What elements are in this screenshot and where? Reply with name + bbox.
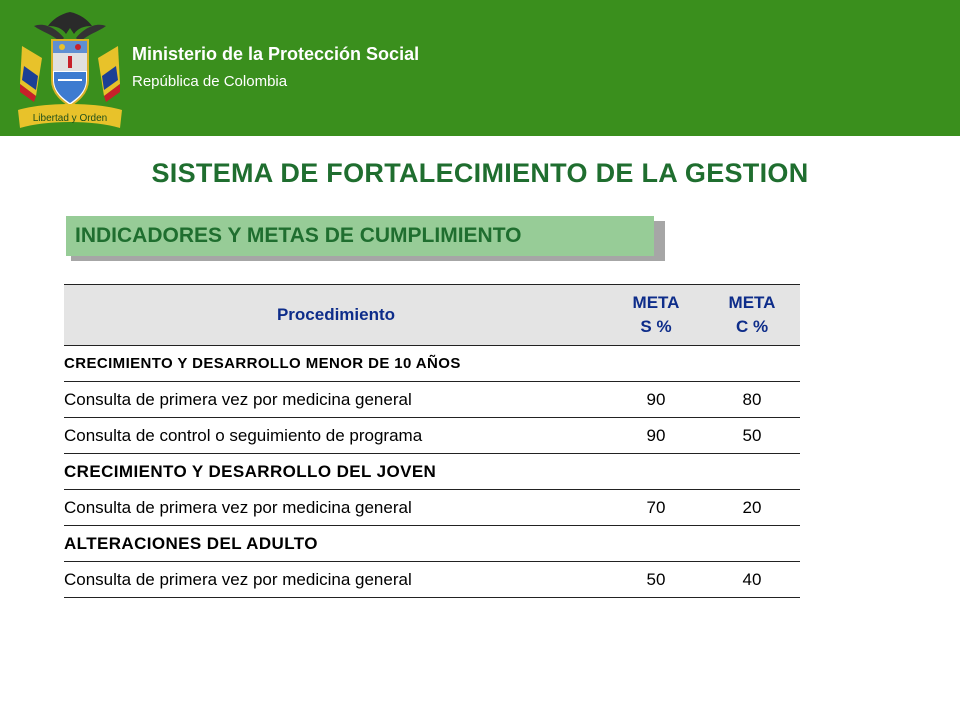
section-title: ALTERACIONES DEL ADULTO bbox=[64, 525, 800, 562]
meta-s-cell: 90 bbox=[608, 381, 704, 418]
table-row: Consulta de primera vez por medicina gen… bbox=[64, 489, 800, 526]
page-title: SISTEMA DE FORTALECIMIENTO DE LA GESTION bbox=[151, 158, 809, 188]
table-header-row: Procedimiento META S % META C % bbox=[64, 284, 800, 346]
header-meta-s: META S % bbox=[608, 284, 704, 346]
ministry-name: Ministerio de la Protección Social bbox=[132, 44, 420, 64]
table-row: Consulta de control o seguimiento de pro… bbox=[64, 417, 800, 454]
meta-s-cell: 50 bbox=[608, 561, 704, 598]
subtitle-text: INDICADORES Y METAS DE CUMPLIMIENTO bbox=[75, 224, 522, 247]
procedure-cell: Consulta de primera vez por medicina gen… bbox=[64, 561, 608, 598]
motto-text: Libertad y Orden bbox=[33, 113, 108, 124]
table-row: Consulta de primera vez por medicina gen… bbox=[64, 561, 800, 598]
header-meta-c-line1: META bbox=[728, 293, 776, 312]
procedure-cell: Consulta de primera vez por medicina gen… bbox=[64, 489, 608, 526]
header-meta-c: META C % bbox=[704, 284, 800, 346]
meta-c-cell: 20 bbox=[704, 489, 800, 526]
section-row: ALTERACIONES DEL ADULTO bbox=[64, 525, 800, 562]
meta-s-cell: 90 bbox=[608, 417, 704, 454]
header-meta-c-line2: C % bbox=[735, 317, 769, 336]
section-title: CRECIMIENTO Y DESARROLLO MENOR DE 10 AÑO… bbox=[64, 345, 800, 382]
meta-c-cell: 50 bbox=[704, 417, 800, 454]
procedure-cell: Consulta de control o seguimiento de pro… bbox=[64, 417, 608, 454]
indicators-table: Procedimiento META S % META C % CRECIMIE… bbox=[64, 284, 800, 598]
meta-c-cell: 40 bbox=[704, 561, 800, 598]
table-row: Consulta de primera vez por medicina gen… bbox=[64, 381, 800, 418]
subtitle-badge: INDICADORES Y METAS DE CUMPLIMIENTO bbox=[66, 216, 654, 256]
section-row: CRECIMIENTO Y DESARROLLO DEL JOVEN bbox=[64, 453, 800, 490]
coat-of-arms-icon: Libertad y Orden bbox=[18, 12, 122, 128]
header-banner: Libertad y Orden Ministerio de la Protec… bbox=[0, 0, 960, 136]
meta-c-cell: 80 bbox=[704, 381, 800, 418]
header-meta-s-line2: S % bbox=[640, 317, 672, 336]
section-row: CRECIMIENTO Y DESARROLLO MENOR DE 10 AÑO… bbox=[64, 345, 800, 382]
header-procedure: Procedimiento bbox=[64, 284, 608, 346]
procedure-cell: Consulta de primera vez por medicina gen… bbox=[64, 381, 608, 418]
header-meta-s-line1: META bbox=[632, 293, 680, 312]
meta-s-cell: 70 bbox=[608, 489, 704, 526]
section-title: CRECIMIENTO Y DESARROLLO DEL JOVEN bbox=[64, 453, 800, 490]
republic-name: República de Colombia bbox=[132, 73, 288, 90]
